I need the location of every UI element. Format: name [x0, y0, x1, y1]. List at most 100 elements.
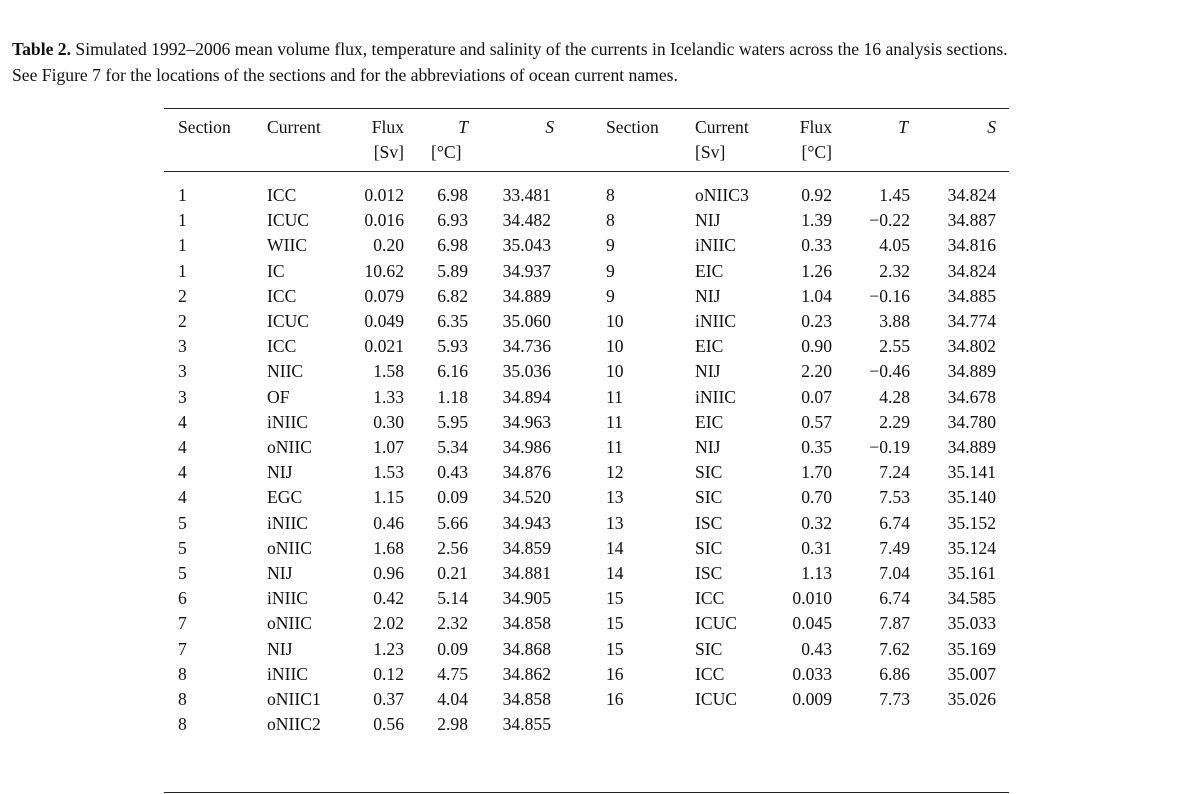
cell-current-right: NIJ — [695, 437, 721, 457]
cell-flux-right: 1.70 — [801, 462, 832, 483]
cell-current-right: NIJ — [695, 285, 721, 306]
cell-salinity-left: 34.876 — [502, 462, 551, 483]
cell-current-left: iNIIC — [267, 588, 309, 609]
cell-flux-right: 0.57 — [801, 411, 832, 432]
cell-current-right: ICC — [695, 588, 725, 609]
cell-temperature-right: 4.05 — [879, 235, 910, 256]
cell-salinity-right: 35.161 — [947, 563, 996, 583]
cell-flux-left: 10.62 — [364, 260, 404, 281]
cell-flux-left: 1.15 — [373, 487, 404, 508]
top-rule — [164, 108, 1009, 109]
cell-flux-right: 1.04 — [801, 285, 832, 306]
cell-salinity-right: 34.585 — [947, 588, 996, 609]
cell-salinity-right: 35.026 — [947, 689, 996, 709]
cell-temperature-right: 7.04 — [879, 563, 910, 583]
cell-section-right: 11 — [606, 411, 623, 432]
cell-salinity-right: 34.802 — [947, 336, 996, 357]
cell-section-right: 16 — [606, 663, 624, 684]
cell-salinity-left: 34.855 — [502, 714, 551, 735]
cell-temperature-left: 5.14 — [437, 588, 468, 609]
cell-flux-left: 0.12 — [373, 663, 404, 684]
cell-current-left: oNIIC — [267, 437, 312, 457]
cell-flux-left: 0.37 — [373, 689, 404, 709]
cell-flux-right: 0.92 — [801, 185, 832, 205]
cell-flux-right: 1.26 — [801, 260, 832, 281]
cell-temperature-left: 4.75 — [437, 663, 468, 684]
cell-flux-right: 0.045 — [792, 613, 832, 634]
cell-current-right: NIJ — [695, 361, 721, 382]
cell-flux-right: 0.010 — [792, 588, 832, 609]
cell-salinity-left: 34.859 — [502, 537, 551, 558]
cell-temperature-left: 5.34 — [437, 437, 468, 457]
cell-current-left: NIJ — [267, 638, 293, 659]
table-header: Section Current Flux [Sv] T [°C] S Secti… — [164, 109, 1009, 171]
cell-section-right: 12 — [606, 462, 624, 483]
cell-temperature-left: 0.43 — [437, 462, 468, 483]
cell-current-right: ISC — [695, 512, 723, 533]
caption-line-2: See Figure 7 for the locations of the se… — [12, 65, 678, 85]
cell-current-left: iNIIC — [267, 512, 309, 533]
cell-section-right: 14 — [606, 537, 624, 558]
header-section-right: Section — [606, 117, 659, 137]
cell-salinity-right: 35.140 — [947, 487, 996, 508]
cell-salinity-right: 34.889 — [947, 437, 996, 457]
cell-flux-right: 0.32 — [801, 512, 832, 533]
header-flux-unit-left: [Sv] — [373, 142, 404, 162]
cell-temperature-right: −0.16 — [869, 285, 910, 306]
cell-section-right: 9 — [606, 285, 615, 306]
cell-temperature-left: 5.89 — [437, 260, 468, 281]
cell-temperature-left: 1.18 — [437, 386, 468, 407]
cell-temperature-left: 2.56 — [437, 537, 468, 558]
cell-flux-left: 1.23 — [373, 638, 404, 659]
cell-salinity-left: 34.868 — [502, 638, 551, 659]
cell-section-left: 1 — [178, 235, 187, 256]
cell-section-right: 10 — [606, 311, 624, 331]
cell-section-left: 1 — [178, 210, 187, 231]
cell-section-right: 11 — [606, 437, 623, 457]
cell-flux-right: 0.07 — [801, 386, 832, 407]
cell-section-left: 7 — [178, 613, 187, 634]
cell-current-left: NIIC — [267, 361, 304, 382]
cell-current-right: SIC — [695, 638, 723, 659]
cell-section-left: 5 — [178, 563, 187, 583]
cell-salinity-left: 34.736 — [502, 336, 551, 357]
cell-salinity-left: 34.881 — [502, 563, 551, 583]
cell-salinity-right: 34.824 — [947, 185, 996, 205]
cell-section-right: 15 — [606, 613, 624, 634]
caption-label: Table 2. — [12, 39, 71, 59]
cell-temperature-right: −0.46 — [869, 361, 910, 382]
cell-section-right: 13 — [606, 512, 624, 533]
cell-current-right: EIC — [695, 336, 724, 357]
cell-temperature-right: 4.28 — [879, 386, 910, 407]
cell-section-left: 2 — [178, 311, 187, 331]
cell-section-right: 8 — [606, 185, 615, 205]
cell-temperature-left: 6.93 — [437, 210, 468, 231]
cell-temperature-left: 6.35 — [437, 311, 468, 331]
header-flux-right: Flux — [799, 117, 832, 137]
cell-current-left: NIJ — [267, 462, 293, 483]
cell-current-left: oNIIC — [267, 613, 312, 634]
cell-flux-right: 2.20 — [801, 361, 832, 382]
cell-section-right: 15 — [606, 588, 624, 609]
cell-current-left: NIJ — [267, 563, 293, 583]
cell-current-left: oNIIC2 — [267, 714, 321, 735]
header-flux-unit-right: [°C] — [801, 142, 833, 162]
cell-temperature-right: 6.74 — [879, 512, 910, 533]
cell-salinity-right: 34.887 — [947, 210, 996, 231]
cell-flux-right: 0.31 — [801, 537, 832, 558]
cell-flux-left: 1.33 — [373, 386, 404, 407]
cell-salinity-right: 34.780 — [947, 411, 996, 432]
cell-section-left: 8 — [178, 689, 187, 709]
cell-salinity-left: 34.943 — [502, 512, 551, 533]
cell-salinity-right: 34.774 — [947, 311, 996, 331]
cell-current-right: ICUC — [695, 613, 738, 634]
cell-section-right: 10 — [606, 336, 624, 357]
cell-flux-left: 1.68 — [373, 537, 404, 558]
cell-salinity-left: 34.520 — [502, 487, 551, 508]
cell-flux-left: 0.46 — [373, 512, 404, 533]
header-flux-left: Flux — [371, 117, 404, 137]
cell-flux-left: 0.016 — [364, 210, 404, 231]
cell-temperature-right: 7.62 — [879, 638, 910, 659]
cell-section-left: 7 — [178, 638, 187, 659]
cell-flux-left: 1.07 — [373, 437, 404, 457]
